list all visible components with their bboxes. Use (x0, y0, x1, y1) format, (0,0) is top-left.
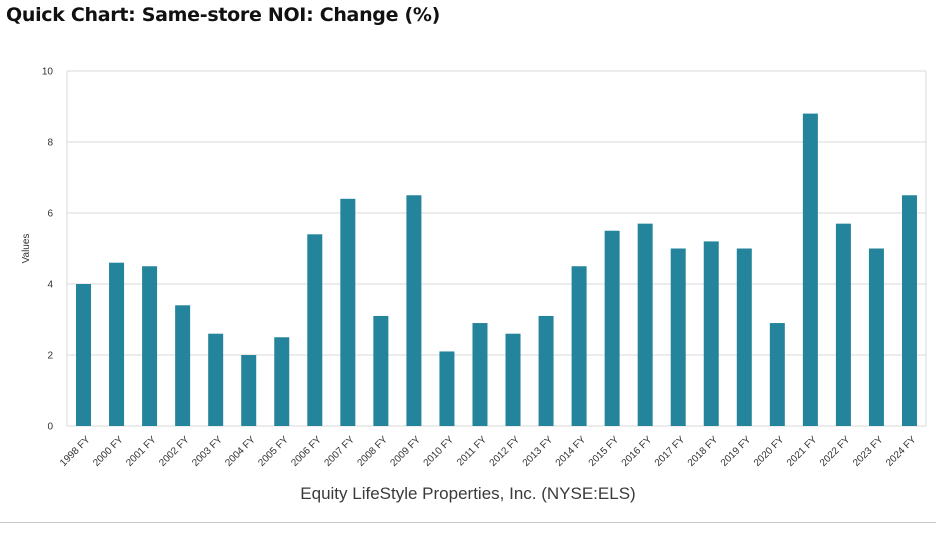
bar (307, 234, 323, 426)
x-tick-label: 2000 FY (91, 434, 126, 469)
x-tick-label: 2018 FY (686, 434, 721, 469)
x-tick-label: 1998 FY (58, 434, 93, 469)
x-tick-label: 2022 FY (818, 434, 853, 469)
bar (439, 351, 455, 426)
bar (802, 113, 818, 426)
bar (901, 195, 917, 426)
grid-lines (66, 70, 927, 427)
bar (340, 198, 356, 426)
bottom-divider (0, 522, 936, 523)
bar (142, 266, 158, 426)
bar (241, 355, 257, 426)
x-tick-label: 2017 FY (653, 434, 688, 469)
bar (76, 284, 92, 426)
x-tick-label: 2016 FY (620, 434, 655, 469)
x-tick-label: 2011 FY (455, 434, 489, 468)
bar (208, 333, 224, 426)
y-tick-label: 6 (47, 209, 53, 220)
x-tick-label: 2020 FY (752, 434, 787, 469)
x-tick-label: 2012 FY (488, 434, 523, 469)
x-tick-label: 2001 FY (124, 434, 159, 469)
bar (274, 337, 290, 426)
bar (670, 248, 686, 426)
x-tick-label: 2013 FY (521, 434, 556, 469)
company-caption: Equity LifeStyle Properties, Inc. (NYSE:… (300, 484, 636, 503)
x-tick-label: 2019 FY (719, 434, 754, 469)
y-tick-label: 10 (42, 67, 54, 78)
x-tick-label: 2015 FY (587, 434, 622, 469)
bar (868, 248, 884, 426)
bar (538, 315, 554, 426)
chart-title: Quick Chart: Same-store NOI: Change (%) (6, 4, 441, 26)
x-tick-label: 2008 FY (355, 434, 390, 469)
bar (505, 333, 521, 426)
y-axis-label: Values (21, 234, 32, 264)
bar (637, 223, 653, 426)
bar (175, 305, 191, 426)
bar (736, 248, 752, 426)
x-tick-label: 2014 FY (554, 434, 589, 469)
x-tick-label: 2007 FY (322, 434, 357, 469)
x-tick-label: 2023 FY (851, 434, 886, 469)
bars (76, 113, 917, 426)
bar (703, 241, 719, 426)
bar (373, 315, 389, 426)
bar (571, 266, 587, 426)
x-tick-label: 2010 FY (422, 434, 457, 469)
bar (472, 323, 488, 426)
x-tick-label: 2021 FY (785, 434, 820, 469)
x-tick-label: 2002 FY (157, 434, 192, 469)
x-tick-label: 2009 FY (389, 434, 424, 469)
y-tick-labels: 0 2 4 6 8 10 (42, 67, 54, 433)
x-tick-label: 2005 FY (256, 434, 291, 469)
bar (835, 223, 851, 426)
x-tick-label: 2004 FY (223, 434, 258, 469)
y-tick-label: 2 (47, 351, 53, 362)
x-tick-label: 2006 FY (289, 434, 324, 469)
bar (109, 262, 125, 426)
x-tick-label: 2024 FY (884, 434, 919, 469)
bar (769, 323, 785, 426)
x-tick-label: 2003 FY (190, 434, 225, 469)
bar (604, 230, 620, 426)
y-tick-label: 4 (47, 280, 53, 291)
y-tick-label: 0 (47, 422, 53, 433)
bar (406, 195, 422, 426)
y-tick-label: 8 (47, 138, 53, 149)
